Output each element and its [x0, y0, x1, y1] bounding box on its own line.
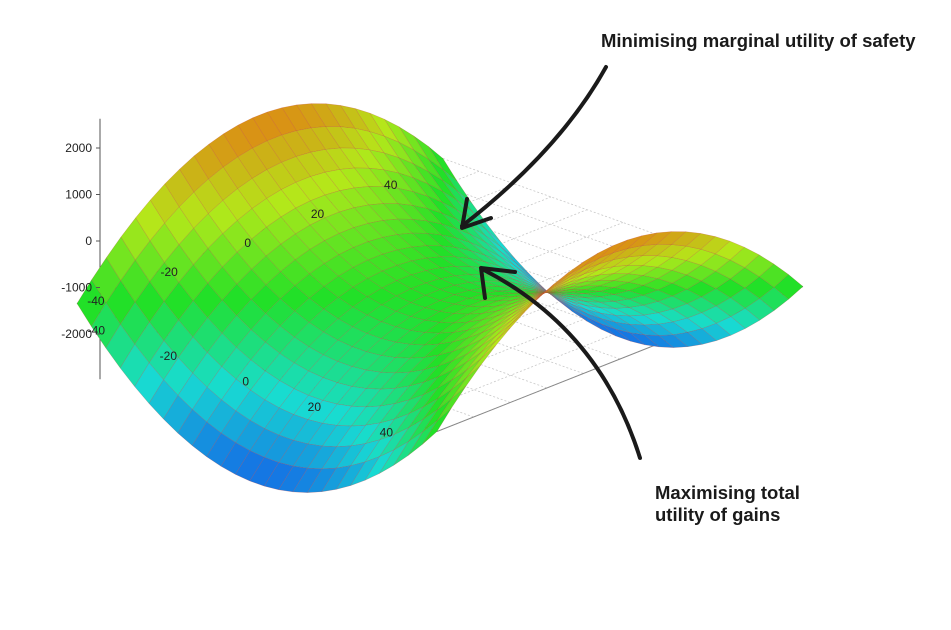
z-tick-label: -2000: [61, 327, 92, 341]
x-tick-label: 0: [242, 375, 249, 389]
annotation-bottom-line1: Maximising total: [655, 482, 800, 503]
annotation-minimising-marginal-utility: Minimising marginal utility of safety: [601, 30, 916, 51]
z-tick-label: 0: [85, 234, 92, 248]
y-tick-label: -40: [87, 294, 105, 308]
annotation-bottom-line2: utility of gains: [655, 504, 781, 525]
arrow-top-head: [460, 197, 493, 230]
z-tick-label: 2000: [65, 141, 92, 155]
arrow-top-shaft: [460, 65, 608, 228]
z-tick-label: -1000: [61, 281, 92, 295]
saddle-surface: [76, 103, 804, 493]
z-tick-label: 1000: [65, 188, 92, 202]
x-tick-label: -40: [88, 323, 106, 337]
y-tick-label: -20: [160, 265, 178, 279]
y-tick-label: 0: [244, 236, 251, 250]
annotation-arrows: [460, 65, 642, 460]
x-tick-label: -20: [160, 349, 178, 363]
annotation-maximising-total-utility: Maximising total utility of gains: [655, 482, 800, 526]
y-tick-label: 20: [311, 207, 325, 221]
y-tick-label: 40: [384, 178, 398, 192]
arrow-bottom-head: [479, 266, 517, 300]
x-tick-label: 40: [380, 426, 394, 440]
arrow-bottom-shaft: [482, 268, 642, 460]
tick-labels: -2000 -1000 0 1000 2000 -40 -20 0 20 40 -40 -20 0 20 4…: [61, 141, 397, 440]
x-tick-label: 20: [308, 400, 322, 414]
surface-patch: [422, 407, 452, 445]
